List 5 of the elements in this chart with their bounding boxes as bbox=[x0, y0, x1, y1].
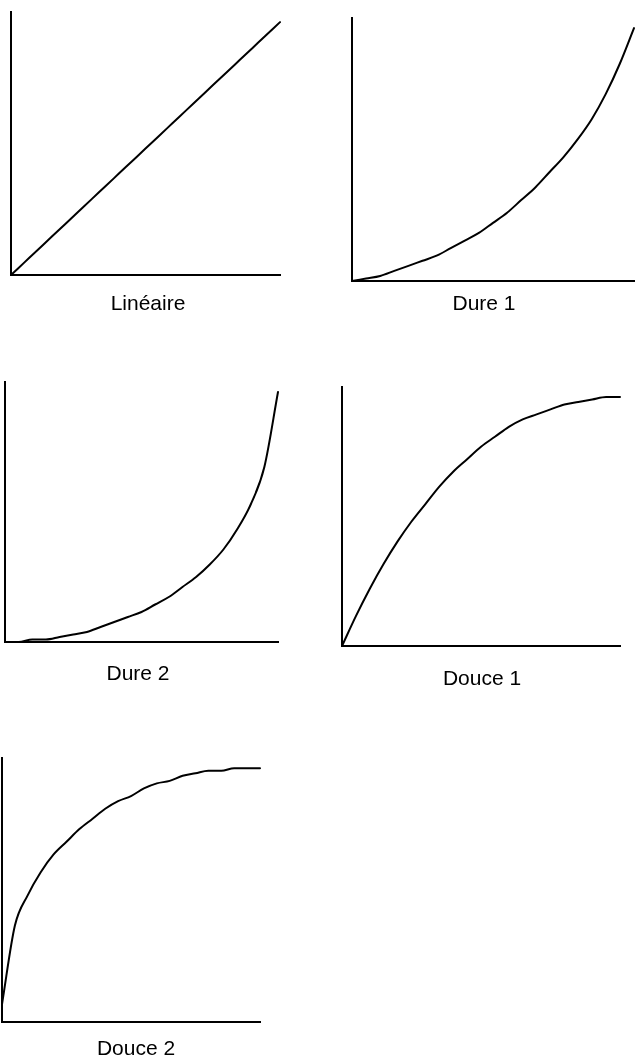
text: Linéaire bbox=[110, 290, 186, 314]
text: Dure 1 bbox=[452, 290, 516, 314]
text: Dure 2 bbox=[106, 660, 170, 684]
text: Douce 2 bbox=[96, 1035, 176, 1058]
text: Douce 1 bbox=[442, 665, 522, 689]
